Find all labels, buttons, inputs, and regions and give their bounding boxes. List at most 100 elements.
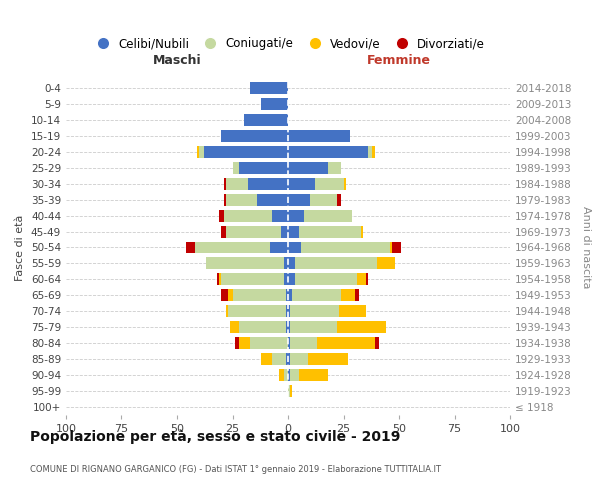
Legend: Celibi/Nubili, Coniugati/e, Vedovi/e, Divorziati/e: Celibi/Nubili, Coniugati/e, Vedovi/e, Di… xyxy=(86,32,490,54)
Bar xyxy=(337,322,386,333)
Bar xyxy=(288,369,290,381)
Bar xyxy=(341,290,355,302)
Bar xyxy=(368,146,373,158)
Bar xyxy=(286,353,288,365)
Bar xyxy=(288,258,295,270)
Bar xyxy=(279,369,284,381)
Bar xyxy=(221,226,226,237)
Bar xyxy=(288,306,290,318)
Bar xyxy=(288,322,290,333)
Bar xyxy=(301,242,390,254)
Bar xyxy=(286,290,288,302)
Bar xyxy=(272,210,288,222)
Text: Femmine: Femmine xyxy=(367,54,431,66)
Text: COMUNE DI RIGNANO GARGANICO (FG) - Dati ISTAT 1° gennaio 2019 - Elaborazione TUT: COMUNE DI RIGNANO GARGANICO (FG) - Dati … xyxy=(30,465,441,474)
Bar xyxy=(339,306,366,318)
Bar xyxy=(221,130,288,142)
Bar xyxy=(281,226,288,237)
Bar xyxy=(299,226,361,237)
Bar xyxy=(197,146,199,158)
Bar xyxy=(355,290,359,302)
Bar xyxy=(290,385,292,397)
Bar xyxy=(219,210,224,222)
Bar xyxy=(228,290,233,302)
Bar xyxy=(317,337,374,349)
Bar xyxy=(262,353,272,365)
Bar xyxy=(221,274,284,285)
Bar xyxy=(366,274,368,285)
Bar xyxy=(239,322,286,333)
Bar xyxy=(308,353,348,365)
Bar xyxy=(290,337,317,349)
Bar xyxy=(233,162,239,173)
Bar xyxy=(361,226,364,237)
Bar xyxy=(232,290,286,302)
Bar xyxy=(235,337,239,349)
Bar xyxy=(314,178,343,190)
Bar xyxy=(290,306,339,318)
Bar xyxy=(288,130,350,142)
Bar xyxy=(244,114,288,126)
Bar xyxy=(357,274,366,285)
Bar xyxy=(373,146,374,158)
Y-axis label: Anni di nascita: Anni di nascita xyxy=(581,206,591,288)
Bar xyxy=(288,290,292,302)
Bar xyxy=(304,210,352,222)
Bar xyxy=(239,162,288,173)
Bar xyxy=(295,274,357,285)
Bar xyxy=(239,337,250,349)
Bar xyxy=(288,274,295,285)
Bar xyxy=(392,242,401,254)
Bar xyxy=(199,146,203,158)
Bar xyxy=(290,353,308,365)
Bar xyxy=(203,146,288,158)
Bar xyxy=(195,242,270,254)
Bar xyxy=(288,162,328,173)
Bar xyxy=(292,290,341,302)
Bar xyxy=(262,98,288,110)
Bar xyxy=(288,210,304,222)
Bar xyxy=(299,369,328,381)
Bar xyxy=(224,194,226,205)
Bar xyxy=(374,337,379,349)
Bar xyxy=(248,178,288,190)
Bar xyxy=(284,369,288,381)
Bar xyxy=(226,306,228,318)
Bar xyxy=(270,242,288,254)
Bar xyxy=(288,353,290,365)
Text: Popolazione per età, sesso e stato civile - 2019: Popolazione per età, sesso e stato civil… xyxy=(30,430,400,444)
Bar xyxy=(288,337,290,349)
Bar xyxy=(290,322,337,333)
Bar xyxy=(224,210,272,222)
Bar xyxy=(206,258,284,270)
Text: Maschi: Maschi xyxy=(152,54,202,66)
Bar xyxy=(284,258,288,270)
Bar xyxy=(310,194,337,205)
Bar xyxy=(224,178,226,190)
Bar xyxy=(328,162,341,173)
Bar xyxy=(250,82,288,94)
Bar xyxy=(226,194,257,205)
Bar xyxy=(284,274,288,285)
Bar xyxy=(230,322,239,333)
Bar xyxy=(288,194,310,205)
Bar xyxy=(219,274,221,285)
Bar xyxy=(186,242,195,254)
Bar xyxy=(288,226,299,237)
Bar xyxy=(288,146,368,158)
Bar xyxy=(226,226,281,237)
Bar xyxy=(377,258,395,270)
Bar xyxy=(226,178,248,190)
Bar xyxy=(288,242,301,254)
Bar xyxy=(337,194,341,205)
Bar xyxy=(290,369,299,381)
Bar xyxy=(272,353,286,365)
Bar xyxy=(343,178,346,190)
Bar xyxy=(221,290,228,302)
Bar xyxy=(390,242,392,254)
Y-axis label: Fasce di età: Fasce di età xyxy=(16,214,25,280)
Bar xyxy=(250,337,288,349)
Bar xyxy=(286,322,288,333)
Bar xyxy=(295,258,377,270)
Bar xyxy=(217,274,219,285)
